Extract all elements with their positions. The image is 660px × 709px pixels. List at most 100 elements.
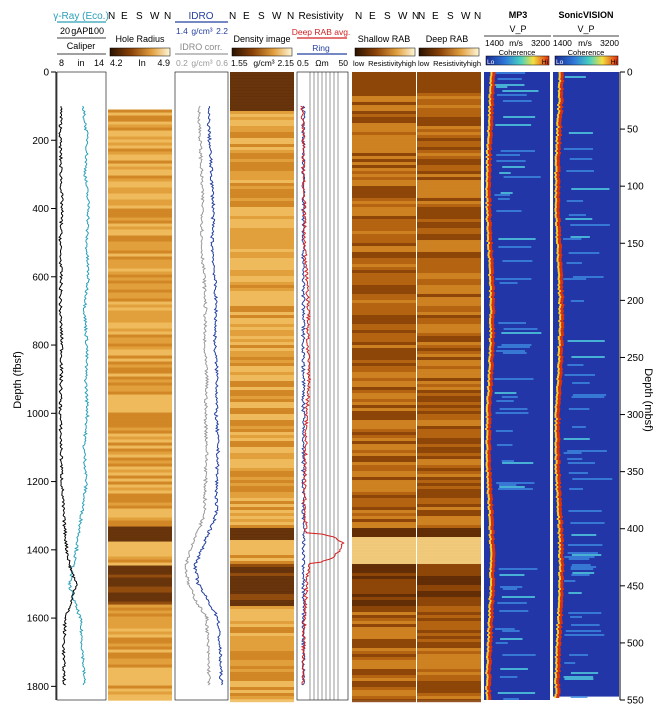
svg-text:Resistivity: Resistivity bbox=[368, 59, 402, 68]
shallow-rab-image bbox=[352, 72, 416, 703]
shallow-rab-colorbar bbox=[354, 47, 416, 57]
svg-text:E: E bbox=[121, 11, 128, 22]
svg-text:3200: 3200 bbox=[600, 38, 619, 48]
gamma-ray-curve bbox=[67, 105, 91, 686]
svg-text:S: S bbox=[447, 11, 454, 22]
shallow-rab-title: Shallow RAB bbox=[358, 34, 411, 44]
svg-text:N: N bbox=[108, 11, 115, 22]
mp3-coherence-bar bbox=[485, 55, 550, 66]
svg-text:4.9: 4.9 bbox=[157, 58, 170, 68]
svg-text:Coherence: Coherence bbox=[499, 48, 536, 57]
left-tick-label: 1800 bbox=[27, 682, 50, 693]
svg-text:Resistivity: Resistivity bbox=[433, 59, 467, 68]
svg-text:E: E bbox=[432, 11, 439, 22]
svg-text:high: high bbox=[402, 59, 416, 68]
right-tick-label: 450 bbox=[627, 581, 644, 592]
svg-text:g/cm³: g/cm³ bbox=[191, 26, 212, 36]
svg-text:1400: 1400 bbox=[553, 38, 572, 48]
gamma-caliper-track bbox=[56, 71, 107, 701]
deep-rab-colorbar bbox=[418, 47, 480, 57]
svg-text:Coherence: Coherence bbox=[568, 48, 605, 57]
svg-text:low: low bbox=[353, 59, 365, 68]
sonicvision-title: SonicVISION bbox=[558, 10, 613, 20]
deep-rab-avg-label: Deep RAB avg. bbox=[292, 27, 351, 37]
density-compass: N E S W N bbox=[229, 11, 294, 22]
svg-text:N: N bbox=[412, 11, 419, 22]
right-tick-label: 350 bbox=[627, 467, 644, 478]
deep-rab-image bbox=[417, 72, 481, 703]
density-image bbox=[230, 72, 294, 703]
sonicvision-coherence-bar bbox=[554, 55, 619, 66]
svg-text:W: W bbox=[461, 11, 471, 22]
svg-text:3200: 3200 bbox=[531, 38, 550, 48]
idro-track bbox=[174, 71, 229, 701]
right-tick-label: 200 bbox=[627, 296, 644, 307]
right-tick-label: 300 bbox=[627, 410, 644, 421]
gamma-scale-unit: gAPI bbox=[71, 26, 91, 36]
hole-radius-compass: N E S W N bbox=[108, 11, 171, 22]
svg-text:g/cm³: g/cm³ bbox=[191, 58, 212, 68]
image-tracks bbox=[108, 72, 619, 703]
svg-text:N: N bbox=[474, 11, 481, 22]
svg-text:Ωm: Ωm bbox=[315, 58, 328, 68]
hole-radius-colorbar bbox=[109, 47, 171, 57]
svg-text:0.2: 0.2 bbox=[176, 58, 188, 68]
svg-text:N: N bbox=[229, 11, 236, 22]
svg-text:0.6: 0.6 bbox=[216, 58, 228, 68]
idro-curve bbox=[192, 105, 224, 686]
svg-text:In: In bbox=[138, 58, 146, 68]
right-tick-label: 550 bbox=[627, 696, 644, 705]
right-tick-label: 500 bbox=[627, 638, 644, 649]
svg-text:m/s: m/s bbox=[578, 38, 592, 48]
caliper-scale-max: 14 bbox=[94, 58, 104, 68]
svg-text:S: S bbox=[258, 11, 265, 22]
svg-text:Hi: Hi bbox=[542, 59, 548, 66]
right-tick-label: 250 bbox=[627, 353, 644, 364]
svg-text:m/s: m/s bbox=[509, 38, 523, 48]
svg-text:S: S bbox=[384, 11, 391, 22]
shallow-rab-compass: N E S W N bbox=[355, 11, 419, 22]
svg-text:1.4: 1.4 bbox=[176, 26, 188, 36]
mp3-vp-label: V_P bbox=[509, 24, 526, 34]
svg-text:50: 50 bbox=[339, 58, 349, 68]
svg-text:N: N bbox=[164, 11, 171, 22]
svg-text:high: high bbox=[467, 59, 481, 68]
resistivity-title: Resistivity bbox=[298, 11, 343, 22]
hole-radius-title: Hole Radius bbox=[115, 34, 165, 44]
right-tick-label: 150 bbox=[627, 239, 644, 250]
density-colorbar bbox=[231, 47, 293, 57]
deep-rab-title: Deep RAB bbox=[426, 34, 469, 44]
gamma-scale-max: 100 bbox=[89, 26, 104, 36]
idro-title: IDRO bbox=[189, 11, 214, 22]
svg-text:N: N bbox=[287, 11, 294, 22]
left-tick-label: 600 bbox=[32, 272, 49, 283]
left-tick-label: 1200 bbox=[27, 477, 50, 488]
mp3-panel bbox=[484, 72, 550, 700]
svg-text:low: low bbox=[418, 59, 430, 68]
svg-text:Lo: Lo bbox=[487, 59, 495, 66]
right-tick-label: 50 bbox=[627, 125, 639, 136]
deep-rab-avg-curve bbox=[300, 105, 345, 685]
idro-corr-curve bbox=[184, 105, 212, 686]
curve-tracks bbox=[56, 71, 349, 701]
svg-text:S: S bbox=[136, 11, 143, 22]
svg-text:N: N bbox=[418, 11, 425, 22]
svg-text:0.5: 0.5 bbox=[297, 58, 309, 68]
sonicvision-vp-label: V_P bbox=[577, 24, 594, 34]
svg-text:Hi: Hi bbox=[611, 59, 617, 66]
left-tick-label: 800 bbox=[32, 341, 49, 352]
svg-text:W: W bbox=[398, 11, 408, 22]
gamma-scale-min: 20 bbox=[60, 26, 70, 36]
density-title: Density image bbox=[233, 34, 290, 44]
caliper-scale-unit: in bbox=[77, 58, 84, 68]
hole-radius-image bbox=[108, 109, 172, 701]
caliper-title: Caliper bbox=[67, 41, 96, 51]
svg-text:1400: 1400 bbox=[485, 38, 504, 48]
right-axis-title: Depth (mbsf) bbox=[642, 368, 654, 432]
caliper-curve bbox=[58, 106, 78, 686]
idro-corr-title: IDRO corr. bbox=[180, 42, 223, 52]
svg-text:2.2: 2.2 bbox=[216, 26, 228, 36]
left-tick-label: 200 bbox=[32, 136, 49, 147]
svg-text:N: N bbox=[355, 11, 362, 22]
